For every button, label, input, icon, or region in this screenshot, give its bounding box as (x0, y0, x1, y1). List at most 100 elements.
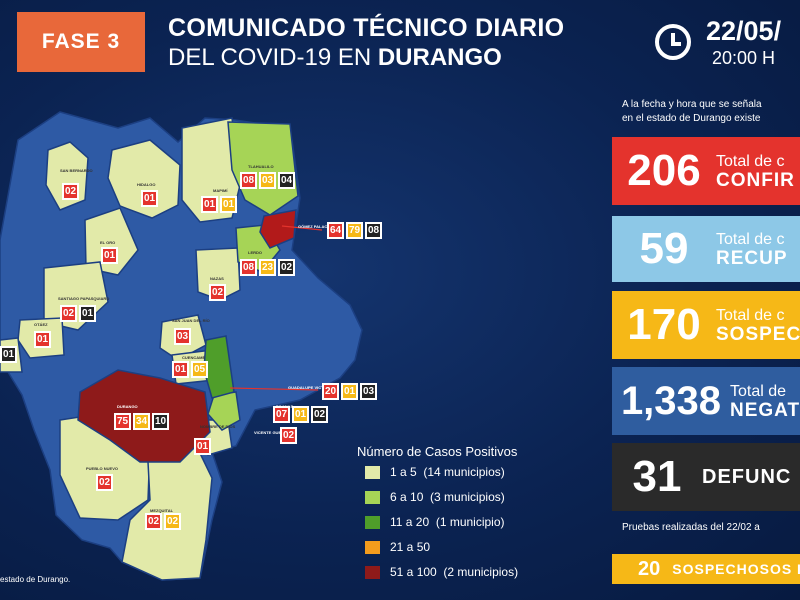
badges-west-edge: 01 (0, 346, 17, 363)
label-cuencame: CUENCAMÉ (182, 355, 206, 360)
label-durango: DURANGO (117, 404, 138, 409)
legend-item: 51 a 100 (2 municipios) (365, 565, 518, 579)
legend-swatch (365, 515, 380, 529)
legend-swatch (365, 490, 380, 504)
legend-item: 21 a 50 (365, 540, 430, 554)
badges-san-bernardo: 02 (62, 183, 79, 200)
stat-label: DEFUNC (702, 465, 792, 488)
badges-santiago-papasquiaro: 02 01 (60, 305, 96, 322)
legend-item: 11 a 20 (1 municipio) (365, 515, 505, 529)
stat-label: Total de NEGAT (730, 383, 800, 421)
stat-negative: 1,338 Total de NEGAT (612, 367, 800, 435)
label-pueblo-nuevo: PUEBLO NUEVO (86, 466, 119, 471)
page-title: COMUNICADO TÉCNICO DIARIO (168, 14, 565, 42)
badge-confirmed: 08 (240, 172, 257, 189)
stat-suspected: 170 Total de c SOSPEC (612, 291, 800, 359)
badges-vicente-guerrero: 02 (280, 427, 297, 444)
stat-value: 206 (627, 146, 701, 195)
badge-confirmed: 75 (114, 413, 131, 430)
badge-recovered: 01 (341, 383, 358, 400)
page-subtitle: DEL COVID-19 EN DURANGO (168, 44, 502, 72)
badge-deaths: 10 (152, 413, 169, 430)
phase-badge: FASE 3 (17, 12, 145, 72)
badges-mezquital: 02 02 (145, 513, 181, 530)
label-hidalgo: HIDALGO (137, 182, 156, 187)
stat-confirmed: 206 Total de c CONFIR (612, 137, 800, 205)
badges-hidalgo: 01 (141, 190, 158, 207)
region-mezquital (121, 444, 213, 581)
badge-deaths: 08 (365, 222, 382, 239)
badges-durango: 75 34 10 (114, 413, 169, 430)
stat-value: 170 (627, 300, 701, 349)
badge-confirmed: 07 (273, 406, 290, 423)
badge-deaths: 01 (79, 305, 96, 322)
suspected-box: 20 SOSPECHOSOS I (612, 554, 800, 584)
badges-pueblo-nuevo: 02 (96, 474, 113, 491)
badges-tlahualilo: 08 03 04 (240, 172, 295, 189)
badges-nombre-de-dios: 01 (194, 438, 211, 455)
label-tlahualilo: TLAHUALILO (248, 164, 274, 169)
tests-note: Pruebas realizadas del 22/02 a (622, 522, 760, 533)
subtitle-prefix: DEL COVID-19 EN (168, 44, 378, 71)
region-hidalgo (107, 139, 181, 219)
label-lerdo: LERDO (248, 250, 262, 255)
badge-deaths: 03 (360, 383, 377, 400)
label-vicente-guerrero: VICENTE GUERRERO (254, 430, 296, 435)
subtitle-state: DURANGO (377, 44, 502, 71)
stat-label: Total de c SOSPEC (716, 307, 800, 345)
map-regions (0, 111, 363, 581)
intro-line-1: A la fecha y hora que se señala (622, 99, 762, 110)
label-santiago-papasquiaro: SANTIAGO PAPASQUIARO (58, 296, 110, 301)
badges-gomez-palacio: 64 79 08 (327, 222, 382, 239)
badge-recovered: 01 (220, 196, 237, 213)
badge-confirmed: 01 (101, 247, 118, 264)
badge-confirmed: 01 (34, 331, 51, 348)
badges-cuencame: 01 05 (172, 361, 208, 378)
badge-deaths: 04 (278, 172, 295, 189)
badge-confirmed: 01 (141, 190, 158, 207)
legend-swatch (365, 465, 380, 479)
intro-text: A la fecha y hora que se señala en el es… (622, 98, 762, 126)
stat-value: 59 (639, 224, 689, 273)
leader-lines (229, 225, 323, 391)
badge-confirmed: 08 (240, 259, 257, 276)
badge-confirmed: 02 (145, 513, 162, 530)
badge-recovered: 01 (292, 406, 309, 423)
source-note: estado de Durango. (0, 575, 71, 584)
suspected-box-label: SOSPECHOSOS I (672, 561, 800, 577)
stat-label: Total de c RECUP (716, 231, 788, 269)
label-nazas: NAZAS (210, 276, 224, 281)
label-nombre-de-dios: NOMBRE DE DIOS (200, 424, 236, 429)
badge-deaths: 02 (311, 406, 328, 423)
stat-recovered: 59 Total de c RECUP (612, 216, 800, 282)
badge-confirmed: 02 (96, 474, 113, 491)
badges-otaez: 01 (34, 331, 51, 348)
badge-confirmed: 02 (280, 427, 297, 444)
label-san-juan-del-rio: SAN JUAN DEL RÍO (172, 318, 210, 323)
region-el-oro (84, 207, 139, 276)
badge-recovered: 03 (259, 172, 276, 189)
badge-recovered: 23 (259, 259, 276, 276)
badge-confirmed: 02 (62, 183, 79, 200)
leader-line-gomez-palacio (281, 225, 323, 231)
badge-deaths: 01 (0, 346, 17, 363)
badges-el-oro: 01 (101, 247, 118, 264)
label-guadalupe-victoria: GUADALUPE VICTORIA (288, 385, 334, 390)
badge-confirmed: 02 (60, 305, 77, 322)
stat-label: Total de c CONFIR (716, 153, 795, 191)
legend-title: Número de Casos Positivos (357, 444, 518, 459)
badges-mapimi: 01 01 (201, 196, 237, 213)
badge-recovered: 34 (133, 413, 150, 430)
badges-lerdo: 08 23 02 (240, 259, 295, 276)
badge-confirmed: 01 (194, 438, 211, 455)
legend-swatch (365, 540, 380, 554)
badges-guadalupe-victoria: 20 01 03 (322, 383, 377, 400)
badge-deaths: 02 (278, 259, 295, 276)
badge-confirmed: 64 (327, 222, 344, 239)
leader-line-guadalupe-victoria (229, 387, 319, 391)
badge-recovered: 79 (346, 222, 363, 239)
label-otaez: OTÁEZ (34, 322, 48, 327)
report-date: 22/05/ (706, 16, 782, 46)
region-nazas (195, 247, 241, 301)
